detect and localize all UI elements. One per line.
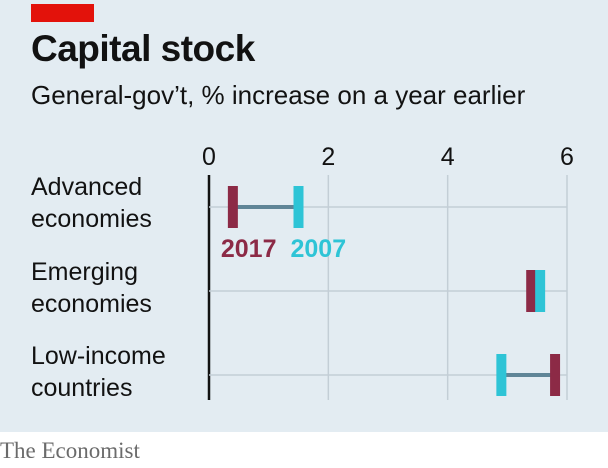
- row-label-line-2: countries: [31, 374, 133, 402]
- row-label-line-2: economies: [31, 205, 152, 233]
- x-tick-label: 6: [560, 143, 574, 171]
- x-tick-label: 4: [441, 143, 455, 171]
- row-label-line-1: Emerging: [31, 258, 138, 286]
- row-label-low-income-countries: Low-income countries: [31, 340, 166, 404]
- row-label-line-1: Advanced: [31, 173, 143, 201]
- chart-title: Capital stock: [31, 28, 255, 69]
- row-label-advanced-economies: Advanced economies: [31, 171, 152, 235]
- legend-label-2007: 2007: [291, 235, 347, 263]
- marker-2017: [526, 270, 537, 312]
- marker-2007: [535, 270, 546, 312]
- x-tick-label: 0: [202, 143, 216, 171]
- source-credit: The Economist: [0, 438, 140, 463]
- marker-2007: [293, 186, 304, 228]
- marker-2017: [227, 186, 238, 228]
- dumbbell-plot: 0 2 4 6 2017 2007: [202, 143, 574, 400]
- row-label-line-1: Low-income: [31, 342, 166, 370]
- marker-2007: [496, 354, 507, 396]
- chart-subtitle: General-gov’t, % increase on a year earl…: [31, 80, 526, 110]
- brand-accent-bar: [31, 4, 94, 22]
- marker-2017: [550, 354, 561, 396]
- x-tick-label: 2: [321, 143, 335, 171]
- chart-panel: [0, 0, 608, 432]
- row-label-emerging-economies: Emerging economies: [31, 256, 152, 320]
- row-label-line-2: economies: [31, 290, 152, 318]
- legend-label-2017: 2017: [221, 235, 277, 263]
